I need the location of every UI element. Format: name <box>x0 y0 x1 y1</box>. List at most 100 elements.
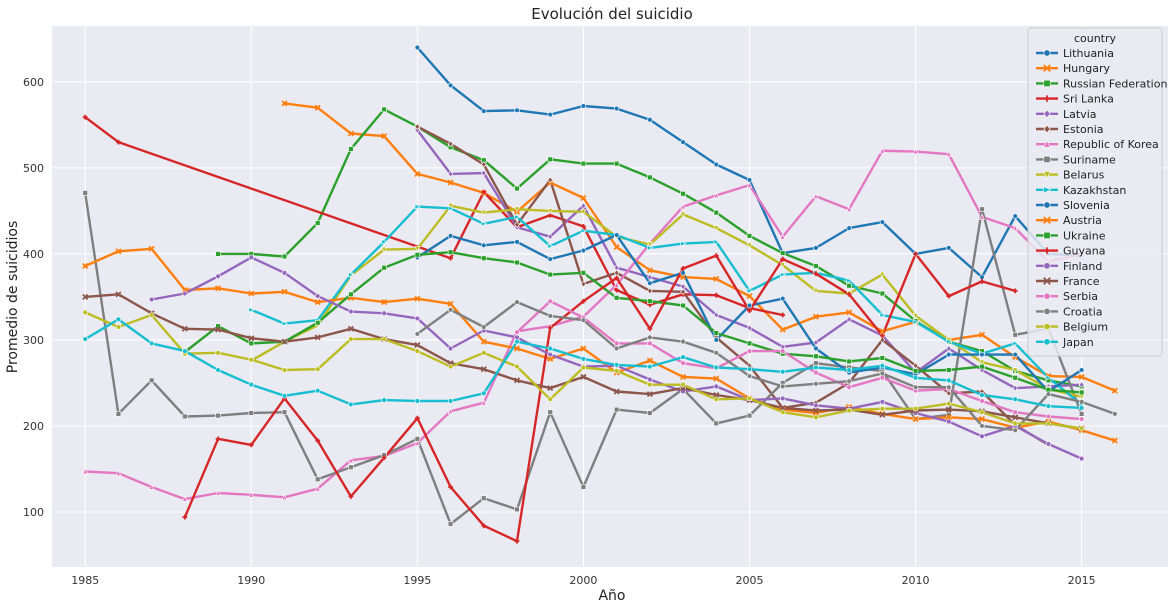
data-point <box>912 319 920 325</box>
legend-marker <box>1043 95 1051 102</box>
data-point <box>481 189 487 195</box>
data-point <box>281 367 288 373</box>
data-point <box>1078 425 1085 432</box>
data-point <box>780 271 787 278</box>
data-point <box>547 313 553 319</box>
data-point <box>647 298 653 304</box>
legend-marker <box>1043 262 1051 270</box>
data-point <box>1078 367 1085 373</box>
data-point <box>148 377 155 384</box>
data-point <box>680 240 687 247</box>
data-point <box>580 202 587 210</box>
data-point <box>414 203 421 210</box>
data-point <box>846 225 852 231</box>
data-point <box>514 214 521 220</box>
legend-marker <box>1043 64 1051 73</box>
data-point <box>746 233 753 239</box>
data-point <box>946 377 952 384</box>
data-point <box>115 291 122 298</box>
data-point <box>946 400 952 407</box>
data-point <box>480 338 487 345</box>
data-point <box>547 385 554 392</box>
legend-marker <box>1043 79 1051 87</box>
data-point <box>945 389 952 397</box>
data-point <box>447 398 454 404</box>
data-point <box>514 206 520 213</box>
data-point <box>448 255 453 261</box>
data-point <box>780 295 786 302</box>
data-point <box>414 295 421 302</box>
data-point <box>1012 420 1018 427</box>
data-point <box>248 410 254 416</box>
legend-items: Lithuania Hungary Russian Federation Sri La… <box>1036 47 1167 349</box>
data-point <box>148 245 155 252</box>
data-point <box>780 369 786 375</box>
data-point <box>813 353 819 359</box>
data-point <box>613 105 620 112</box>
legend-label: Slovenia <box>1063 199 1110 212</box>
data-point <box>281 409 288 415</box>
legend-label: Sri Lanka <box>1063 93 1114 106</box>
data-point <box>680 274 687 281</box>
legend-item: Sri Lanka <box>1036 93 1114 106</box>
data-point <box>647 117 653 123</box>
data-point <box>746 366 753 372</box>
data-point <box>713 330 719 336</box>
data-point <box>647 273 653 281</box>
data-point <box>680 270 686 276</box>
legend-marker <box>1043 171 1051 180</box>
data-point <box>713 161 719 168</box>
data-point <box>414 252 421 258</box>
data-point <box>680 381 686 388</box>
x-tick-label: 2015 <box>1068 574 1096 587</box>
legend-label: Serbia <box>1063 290 1098 303</box>
data-point <box>580 270 587 276</box>
data-point <box>381 299 388 306</box>
data-point <box>879 399 886 405</box>
data-point <box>116 139 121 145</box>
legend-label: Belarus <box>1063 169 1105 182</box>
data-point <box>1012 384 1019 392</box>
data-point <box>1078 399 1085 405</box>
data-point <box>1078 389 1085 396</box>
data-point <box>1012 414 1019 421</box>
legend-label: Republic of Korea <box>1063 138 1159 151</box>
data-point <box>945 406 952 413</box>
data-point <box>680 266 686 271</box>
data-point <box>813 339 819 346</box>
data-point <box>82 336 88 342</box>
data-point <box>514 506 520 513</box>
data-point <box>979 423 985 429</box>
data-point <box>946 384 952 390</box>
data-point <box>514 338 520 345</box>
data-point <box>580 194 587 202</box>
legend-item: Ukraine <box>1036 229 1106 242</box>
data-point <box>779 233 786 240</box>
data-point <box>580 247 587 254</box>
data-point <box>879 336 886 344</box>
data-point <box>713 396 719 402</box>
data-point <box>580 345 587 352</box>
data-point <box>647 287 653 295</box>
data-point <box>314 299 321 306</box>
data-point <box>414 415 420 421</box>
data-point <box>713 383 719 390</box>
data-point <box>647 410 653 416</box>
data-point <box>647 363 653 370</box>
data-point <box>1112 411 1118 417</box>
data-point <box>879 312 886 318</box>
data-point <box>613 345 620 352</box>
legend-label: Austria <box>1063 214 1102 227</box>
data-point <box>481 324 487 330</box>
data-point <box>215 273 221 279</box>
data-point <box>414 331 421 337</box>
data-point <box>813 414 819 421</box>
data-point <box>713 292 719 298</box>
data-point <box>846 378 852 384</box>
data-point <box>647 340 653 347</box>
data-point <box>979 359 985 366</box>
data-point <box>248 306 255 313</box>
data-point <box>1012 396 1018 402</box>
x-tick-label: 1995 <box>403 574 431 587</box>
legend-label: Suriname <box>1063 153 1116 166</box>
